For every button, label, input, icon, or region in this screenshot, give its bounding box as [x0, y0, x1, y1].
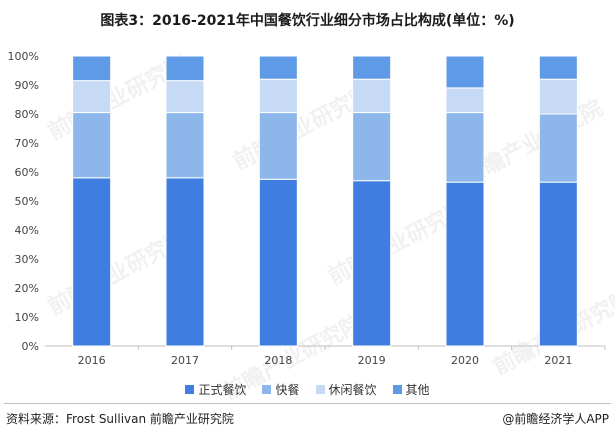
footer-divider [4, 403, 611, 404]
bar-segment [538, 55, 578, 80]
legend-item: 其他 [392, 381, 430, 398]
y-tick-label: 10% [15, 311, 39, 324]
bar-segment [445, 87, 485, 114]
y-tick-label: 60% [15, 166, 39, 179]
legend-label: 正式餐饮 [198, 383, 247, 397]
x-tick-label: 2018 [264, 354, 292, 367]
x-tick-label: 2019 [358, 354, 386, 367]
legend-item: 快餐 [262, 381, 300, 398]
bar-segment [72, 112, 112, 179]
bar-segment [165, 80, 205, 114]
legend-item: 正式餐饮 [185, 381, 246, 398]
x-tick-label: 2016 [78, 354, 106, 367]
legend-swatch [185, 385, 195, 394]
bar-segment [72, 55, 112, 82]
chart-title: 图表3：2016-2021年中国餐饮行业细分市场占比构成(单位：%) [100, 13, 515, 29]
legend: 正式餐饮 快餐 休闲餐饮 其他 [0, 381, 615, 398]
credit-note: @前瞻经济学人APP [502, 412, 609, 426]
y-tick-label: 0% [22, 340, 39, 353]
bar-segment [445, 181, 485, 347]
legend-label: 其他 [405, 383, 430, 397]
legend-item: 休闲餐饮 [315, 381, 377, 398]
y-tick-label: 30% [15, 253, 39, 266]
bar-segment [165, 112, 205, 179]
bar-segment [352, 112, 392, 182]
y-tick-label: 40% [15, 224, 39, 237]
bar-segment [445, 112, 485, 183]
legend-swatch [315, 385, 325, 394]
bar-segment [352, 78, 392, 114]
bar-segment [258, 78, 298, 114]
bar-segment [538, 113, 578, 183]
bar-segment [72, 80, 112, 114]
y-tick-label: 80% [15, 108, 39, 121]
x-tick-label: 2017 [171, 354, 199, 367]
y-tick-label: 100% [8, 50, 39, 63]
bar-segment [538, 78, 578, 115]
legend-swatch [392, 385, 402, 394]
y-tick-label: 90% [15, 79, 39, 92]
y-tick-label: 70% [15, 137, 39, 150]
source-note: 资料来源：Frost Sullivan 前瞻产业研究院 [6, 412, 234, 426]
bar-segment [165, 177, 205, 347]
bar-segment [352, 55, 392, 80]
bar-segment [352, 180, 392, 347]
y-tick-label: 20% [15, 282, 39, 295]
x-tick-label: 2021 [544, 354, 572, 367]
bar-segment [165, 55, 205, 82]
y-tick-label: 50% [15, 195, 39, 208]
bar-segment [258, 112, 298, 180]
stacked-bar-chart: 0% 10% 20% 30% 40% 50% 60% 70% 80% 90% 100% 2016 201… [8, 50, 606, 367]
legend-swatch [262, 385, 272, 394]
bar-segment [258, 55, 298, 80]
bar-segment [445, 55, 485, 89]
x-tick-label: 2020 [451, 354, 479, 367]
bar-segment [538, 181, 578, 347]
legend-label: 休闲餐饮 [328, 383, 377, 397]
legend-label: 快餐 [275, 383, 300, 397]
bar-segment [72, 177, 112, 347]
bar-segment [258, 178, 298, 347]
